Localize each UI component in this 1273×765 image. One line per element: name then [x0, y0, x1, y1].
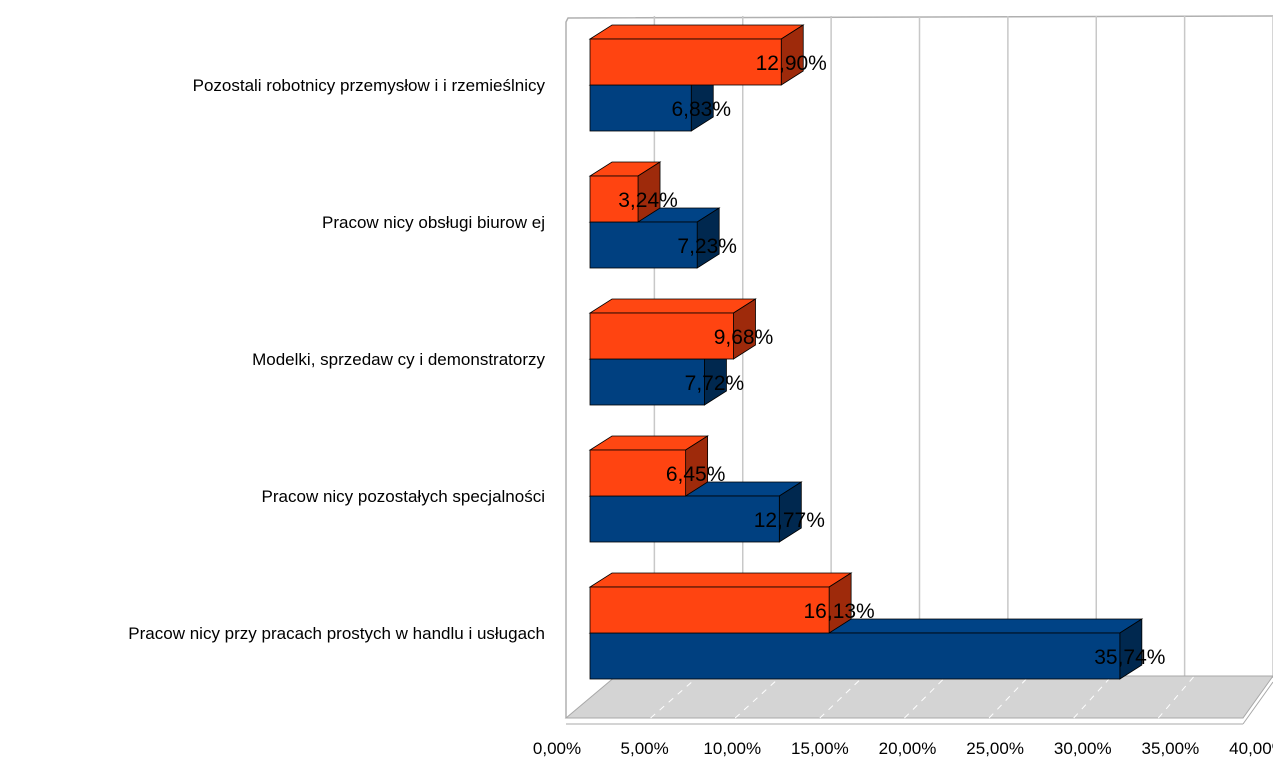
bar-series1-0 [588, 24, 805, 86]
value-label: 7,23% [677, 235, 737, 258]
floor-gridline [1073, 675, 1113, 719]
value-label: 12,90% [756, 52, 827, 75]
x-tick-label: 30,00% [1054, 739, 1112, 758]
value-label: 7,72% [685, 372, 745, 395]
category-label: Modelki, sprzedaw cy i demonstratorzy [252, 350, 545, 369]
bar-series1-0-top [588, 24, 805, 40]
bar-series2-0-front [589, 84, 692, 132]
chart-back-wall [565, 15, 1273, 718]
bar-series2-3-front [589, 495, 780, 543]
bar-series1-3 [588, 435, 709, 497]
category-label: Pracow nicy przy pracach prostych w hand… [128, 624, 545, 643]
floor-gridline [904, 675, 947, 719]
floor-gridline [650, 675, 699, 719]
category-label: Pracow nicy pozostałych specjalności [262, 487, 545, 506]
x-axis-tick-labels: 0,00% 5,00% 10,00% 15,00% 20,00% 25,00% 30,00%… [533, 739, 1273, 758]
category-label: Pozostali robotnicy przemysłow i i rzemi… [193, 76, 546, 95]
bar-series2-4-front [589, 632, 1121, 680]
bar-series1-3-front [589, 449, 687, 497]
bar-series1-1-front [589, 175, 639, 223]
floor-gridline [819, 675, 865, 719]
bar-series2-2-front [589, 358, 705, 406]
floor-gridline [734, 675, 782, 719]
value-label: 6,83% [671, 98, 731, 121]
back-wall-outline [565, 15, 1273, 718]
floor-side-edge [1242, 681, 1273, 725]
category-labels: Pozostali robotnicy przemysłow i i rzemi… [128, 76, 545, 643]
floor-plane [564, 675, 1273, 719]
category-label: Pracow nicy obsługi biurow ej [322, 213, 545, 232]
x-tick-label: 0,00% [533, 739, 581, 758]
value-label: 6,45% [666, 463, 726, 486]
chart-floor [564, 675, 1273, 725]
bar-series2-1-front [589, 221, 698, 269]
floor-gridline [988, 675, 1030, 719]
x-tick-label: 35,00% [1142, 739, 1200, 758]
floor-gridline [1157, 675, 1195, 719]
value-label: 3,24% [618, 189, 678, 212]
x-tick-label: 15,00% [791, 739, 849, 758]
x-tick-label: 40,00% [1229, 739, 1273, 758]
value-labels: 12,90% 6,83% 3,24% 7,23% 9,68% 7,72% 6,45% 12,7… [618, 52, 1165, 669]
bar-series1-2-front [589, 312, 734, 360]
bar-series1-4-top [588, 572, 853, 588]
bars [588, 24, 1144, 680]
x-tick-label: 5,00% [621, 739, 669, 758]
bar-series1-2-top [588, 298, 757, 314]
bar-series1-2 [588, 298, 757, 360]
bar-series1-4-front [589, 586, 830, 634]
value-label: 35,74% [1094, 646, 1165, 669]
bar-series1-4 [588, 572, 853, 634]
x-tick-label: 25,00% [966, 739, 1024, 758]
value-label: 12,77% [754, 509, 825, 532]
value-label: 9,68% [714, 326, 774, 349]
x-tick-label: 10,00% [703, 739, 761, 758]
value-label: 16,13% [804, 600, 875, 623]
bar-series1-1 [588, 161, 662, 223]
x-tick-label: 20,00% [879, 739, 937, 758]
bar-series1-0-front [589, 38, 782, 86]
